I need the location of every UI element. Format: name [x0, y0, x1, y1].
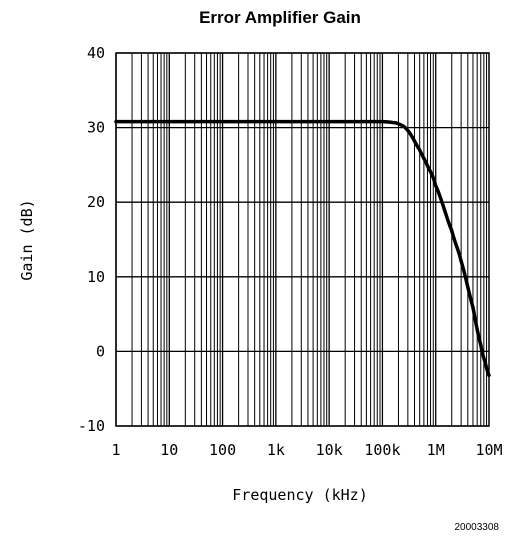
- x-tick-label: 1M: [427, 441, 445, 459]
- gain-curve: [114, 119, 491, 378]
- y-tick-label: 20: [87, 193, 105, 211]
- x-tick-label: 10k: [316, 441, 343, 459]
- y-tick-label: 30: [87, 119, 105, 137]
- y-tick-label: 40: [87, 44, 105, 62]
- x-axis-title: Frequency (kHz): [232, 486, 367, 504]
- x-tick-label: 10: [160, 441, 178, 459]
- x-tick-labels: 1 10 100 1k 10k 100k 1M 10M: [111, 441, 502, 459]
- x-tick-label: 1: [111, 441, 120, 459]
- y-tick-labels: -10 0 10 20 30 40: [78, 44, 105, 435]
- chart-title: Error Amplifier Gain: [199, 8, 361, 27]
- x-tick-label: 100k: [364, 441, 400, 459]
- figure-code: 20003308: [455, 522, 500, 533]
- x-tick-label: 100: [209, 441, 236, 459]
- y-tick-label: 10: [87, 268, 105, 286]
- y-tick-label: -10: [78, 417, 105, 435]
- y-tick-label: 0: [96, 342, 105, 360]
- grid-lines: [115, 52, 489, 427]
- plot-frame: [115, 52, 490, 427]
- y-axis-title: Gain (dB): [18, 199, 36, 280]
- x-tick-label: 10M: [475, 441, 502, 459]
- x-tick-label: 1k: [267, 441, 285, 459]
